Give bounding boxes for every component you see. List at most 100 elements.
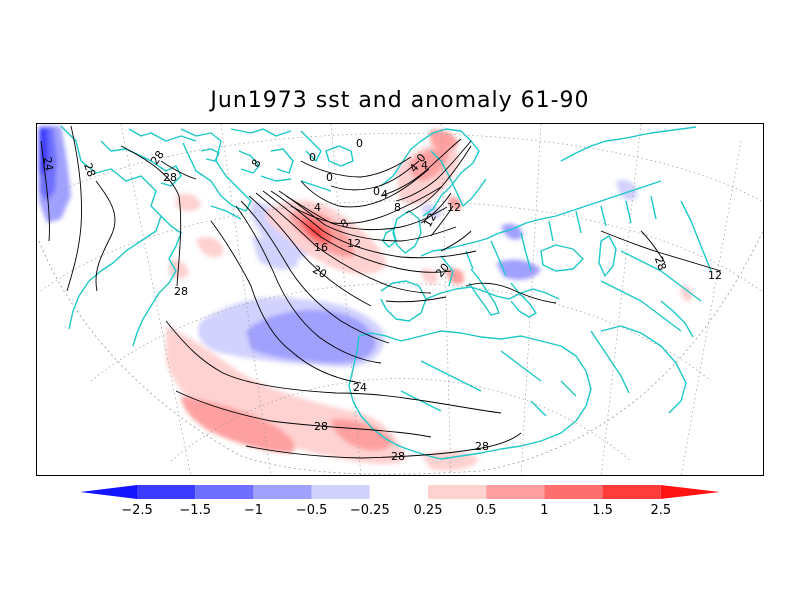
- anomaly-positive-patch: [331, 418, 393, 451]
- border-lines: [400, 195, 712, 417]
- contour-line: [120, 145, 182, 287]
- colorbar-swatch: [253, 485, 312, 499]
- coastline-iceland: [325, 145, 354, 167]
- anomaly-positive-patch: [409, 148, 449, 181]
- coastline-islands: [238, 150, 260, 174]
- colorbar-swatch: [602, 485, 661, 499]
- anomaly-positive-patch: [448, 196, 462, 211]
- anomaly-negative-patch: [616, 179, 638, 201]
- coastline-north-america: [128, 128, 197, 142]
- contour-label: 4: [381, 188, 388, 201]
- contour-label: 28: [174, 285, 188, 298]
- contour-label: 4: [314, 201, 321, 214]
- colorbar-swatch: [544, 485, 603, 499]
- coastline-mediterranean: [425, 286, 560, 300]
- contour-label: 20: [310, 263, 329, 281]
- contour-label: 12: [708, 269, 722, 282]
- contour-line: [285, 195, 448, 231]
- contour-line: [600, 230, 722, 272]
- anomaly-positive-patch: [196, 236, 224, 258]
- contour-line: [395, 140, 472, 202]
- colorbar-tick-label: 1: [540, 503, 548, 518]
- colorbar-swatch: [311, 485, 370, 499]
- colorbar-tick-label: 1.5: [592, 503, 613, 518]
- contour-label: 8: [249, 157, 264, 170]
- colorbar-tick-labels: −2.5 −1.5 −1 −0.5 −0.25 0.25 0.5 1 1.5 2.5: [121, 503, 671, 518]
- contour-line: [278, 190, 457, 242]
- colorbar-tick-label: −0.25: [350, 503, 390, 518]
- contour-line: [385, 296, 447, 303]
- contour-label: 0: [309, 151, 316, 164]
- contour-label: 24: [353, 381, 367, 394]
- coastline-islands: [270, 148, 294, 174]
- contour-line: [330, 160, 420, 191]
- contour-label: 24: [40, 156, 55, 172]
- contour-label: 28: [148, 148, 167, 167]
- contour-line: [262, 190, 452, 273]
- contour-line: [165, 320, 502, 414]
- colorbar-swatch: [195, 485, 254, 499]
- coastline-red-sea: [590, 330, 630, 394]
- coastline-europe: [420, 180, 662, 257]
- coastline-asia: [560, 126, 697, 162]
- coastline-scandinavia: [380, 128, 480, 217]
- contour-label: 4: [421, 159, 428, 172]
- border-lines: [210, 175, 332, 220]
- contour-label: 28: [652, 255, 669, 273]
- contour-line: [240, 200, 390, 344]
- contour-label: 0: [356, 137, 363, 150]
- coastline-north-america: [100, 140, 182, 187]
- coastline-africa: [358, 330, 592, 460]
- meridian-line: [120, 124, 191, 475]
- contour-line: [270, 190, 477, 259]
- contour-line: [640, 230, 666, 264]
- colorbar-tick-label: −1.5: [179, 503, 211, 518]
- contour-line: [40, 140, 50, 242]
- contour-line: [235, 205, 382, 364]
- anomaly-negative-patch: [251, 236, 299, 270]
- contour-line: [245, 432, 522, 459]
- colorbar-tick-label: 0.25: [414, 503, 443, 518]
- coastline-islands: [230, 128, 292, 137]
- sst-contours: [40, 125, 722, 459]
- meridian-line: [600, 124, 642, 475]
- contour-label: 12: [447, 201, 461, 214]
- contour-label: 12: [421, 211, 439, 230]
- anomaly-positive-patch: [429, 129, 459, 150]
- coastline-north-america: [60, 125, 162, 330]
- contour-line: [290, 186, 442, 224]
- contour-label: 28: [314, 420, 328, 433]
- coastline-arabia: [600, 325, 687, 414]
- meridian-line: [681, 140, 742, 475]
- colorbar-swatch: [486, 485, 545, 499]
- coastline-islands: [300, 130, 322, 162]
- contour-label: 8: [394, 201, 401, 214]
- coastline-british-isles: [392, 210, 422, 254]
- contour-label: 12: [347, 237, 361, 250]
- colorbar-swatches: [80, 485, 720, 499]
- contour-label: 0: [373, 185, 380, 198]
- colorbar-swatch: [137, 485, 196, 499]
- contour-line: [465, 282, 557, 304]
- map-panel: 24 28 28 28 28 28 28 28 28 24 20 16 12 1…: [36, 123, 764, 476]
- coastline-british-isles: [382, 228, 397, 248]
- parallel-line: [90, 283, 712, 382]
- meridian-line: [220, 124, 272, 475]
- contour-label: 28: [81, 161, 98, 179]
- anomaly-positive-patch: [680, 285, 693, 302]
- coastline-greece: [510, 282, 537, 318]
- contour-line: [405, 145, 472, 214]
- parallel-line: [40, 200, 762, 292]
- colorbar-tick-label: 0.5: [476, 503, 497, 518]
- coastline-persian-gulf: [660, 300, 694, 338]
- contour-line: [210, 220, 362, 384]
- anomaly-negative-patch: [39, 128, 48, 177]
- contour-line: [95, 180, 116, 292]
- meridian-line: [440, 124, 452, 475]
- meridian-line: [330, 124, 362, 475]
- colorbar-swatch: [428, 485, 487, 499]
- meridian-line: [520, 124, 542, 475]
- coastline-black-sea: [540, 244, 584, 272]
- parallel-line: [170, 378, 632, 462]
- contour-label: 28: [475, 440, 489, 453]
